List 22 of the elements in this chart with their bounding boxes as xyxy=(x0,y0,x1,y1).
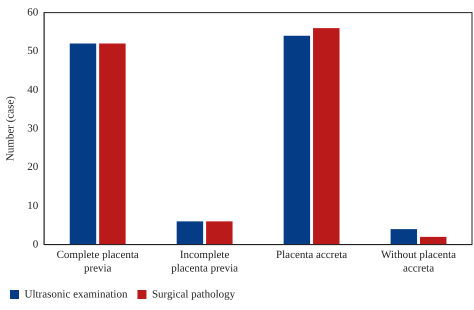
x-tick-label: Complete placenta previa xyxy=(56,249,139,274)
legend-label: Surgical pathology xyxy=(152,288,236,300)
bar xyxy=(99,44,126,245)
y-tick-label: 10 xyxy=(27,200,39,212)
y-axis-title: Number (case) xyxy=(4,96,16,162)
bar xyxy=(176,221,204,245)
y-tick-label: 50 xyxy=(27,45,39,58)
bar xyxy=(313,28,340,245)
y-tick-label: 20 xyxy=(27,161,39,174)
x-tick-label: Placenta accreta xyxy=(276,249,348,262)
bar xyxy=(70,44,96,245)
bar xyxy=(284,36,310,245)
y-tick-label: 60 xyxy=(27,6,39,18)
legend-label: Ultrasonic examination xyxy=(24,288,128,300)
bar xyxy=(390,229,418,245)
y-tick-label: 30 xyxy=(27,122,39,134)
x-tick-label: Incomplete placenta previa xyxy=(171,249,238,274)
bar xyxy=(420,236,446,245)
bar xyxy=(206,221,233,245)
x-tick-label: Without placenta accreta xyxy=(381,249,456,274)
y-tick-label: 40 xyxy=(27,84,39,96)
y-tick-label: 0 xyxy=(32,238,39,250)
